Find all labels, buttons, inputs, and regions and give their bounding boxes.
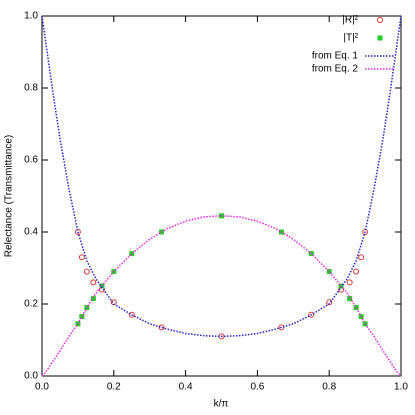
- y-tick-label: 1.0: [24, 11, 38, 22]
- x-axis-label: k/π: [214, 399, 229, 410]
- data-point: [358, 254, 365, 261]
- y-tick-label: 0.4: [24, 227, 38, 238]
- curve: [41, 15, 402, 338]
- legend-label: |R|²: [342, 15, 358, 26]
- data-point: [129, 251, 135, 257]
- data-point: [90, 279, 97, 286]
- data-point: [79, 314, 85, 320]
- y-tick-label: 0.2: [24, 299, 38, 310]
- x-tick-label: 0.6: [250, 382, 264, 393]
- data-point: [278, 324, 285, 331]
- data-point: [346, 279, 353, 286]
- y-tick-label: 0.0: [24, 371, 38, 382]
- data-point: [353, 305, 359, 311]
- plot-frame: [41, 15, 402, 377]
- y-axis-label: Relectance (Transmittance): [4, 135, 15, 257]
- data-point: [83, 268, 90, 275]
- data-point: [362, 321, 368, 327]
- legend-label: from Eq. 2: [312, 64, 359, 75]
- data-point: [158, 324, 165, 331]
- legend-swatch: [377, 17, 383, 23]
- x-tick-label: 0.4: [179, 382, 193, 393]
- y-tick-label: 0.8: [24, 83, 38, 94]
- y-tick-label: 0.6: [24, 155, 38, 166]
- data-point: [128, 311, 135, 318]
- data-point: [353, 268, 360, 275]
- data-point: [308, 311, 315, 318]
- data-point: [78, 254, 85, 261]
- x-tick-label: 0.0: [35, 382, 49, 393]
- x-tick-label: 1.0: [394, 382, 408, 393]
- x-tick-label: 0.2: [107, 382, 121, 393]
- curve: [41, 215, 402, 377]
- x-tick-label: 0.8: [322, 382, 336, 393]
- legend-label: from Eq. 1: [312, 51, 359, 62]
- legend-swatch: [377, 35, 383, 41]
- legend-label: |T|²: [343, 33, 358, 44]
- data-point: [326, 269, 332, 275]
